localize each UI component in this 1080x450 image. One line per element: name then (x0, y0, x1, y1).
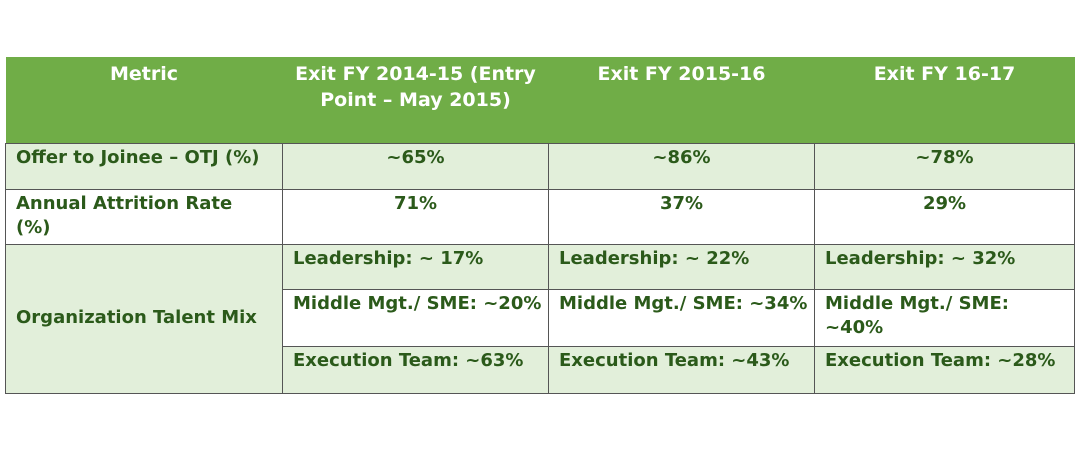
cell-otj-fy-2014-15: ~65% (282, 143, 549, 190)
table-row-talent-execution: Execution Team: ~63% Execution Team: ~43… (6, 346, 1075, 394)
cell-leadership-fy-2014-15: Leadership: ~ 17% (282, 244, 549, 290)
cell-execution-fy-2014-15: Execution Team: ~63% (282, 346, 549, 394)
header-fy-2015-16: Exit FY 2015-16 (548, 57, 815, 144)
metrics-table-container: Metric Exit FY 2014-15 (Entry Point – Ma… (5, 57, 1075, 394)
cell-attrition-fy-2014-15: 71% (282, 189, 549, 245)
cell-attrition-fy-2015-16: 37% (548, 189, 815, 245)
table-row-otj: Offer to Joinee – OTJ (%) ~65% ~86% ~78% (5, 143, 1075, 190)
header-row: Metric Exit FY 2014-15 (Entry Point – Ma… (5, 57, 1075, 144)
table-row-talent-leadership: Organization Talent Mix Leadership: ~ 17… (5, 244, 1075, 394)
cell-middle-mgt-fy-2014-15: Middle Mgt./ SME: ~20% (282, 289, 549, 347)
row-label-attrition: Annual Attrition Rate (%) (5, 189, 283, 245)
header-fy-2014-15: Exit FY 2014-15 (Entry Point – May 2015) (282, 57, 549, 144)
row-label-talent-mix: Organization Talent Mix (5, 244, 283, 394)
table-row-talent-middle-mgt: Middle Mgt./ SME: ~20% Middle Mgt./ SME:… (6, 289, 1075, 347)
cell-otj-fy-2015-16: ~86% (548, 143, 815, 190)
cell-leadership-fy-16-17: Leadership: ~ 32% (814, 244, 1075, 290)
table-row-attrition: Annual Attrition Rate (%) 71% 37% 29% (5, 189, 1075, 245)
cell-otj-fy-16-17: ~78% (814, 143, 1075, 190)
header-metric: Metric (5, 57, 283, 144)
cell-execution-fy-16-17: Execution Team: ~28% (814, 346, 1075, 394)
cell-middle-mgt-fy-16-17: Middle Mgt./ SME: ~40% (814, 289, 1075, 347)
row-label-otj: Offer to Joinee – OTJ (%) (5, 143, 283, 190)
cell-middle-mgt-fy-2015-16: Middle Mgt./ SME: ~34% (548, 289, 815, 347)
metrics-table: Metric Exit FY 2014-15 (Entry Point – Ma… (5, 57, 1075, 394)
cell-attrition-fy-16-17: 29% (814, 189, 1075, 245)
cell-execution-fy-2015-16: Execution Team: ~43% (548, 346, 815, 394)
header-fy-16-17: Exit FY 16-17 (814, 57, 1075, 144)
cell-leadership-fy-2015-16: Leadership: ~ 22% (548, 244, 815, 290)
